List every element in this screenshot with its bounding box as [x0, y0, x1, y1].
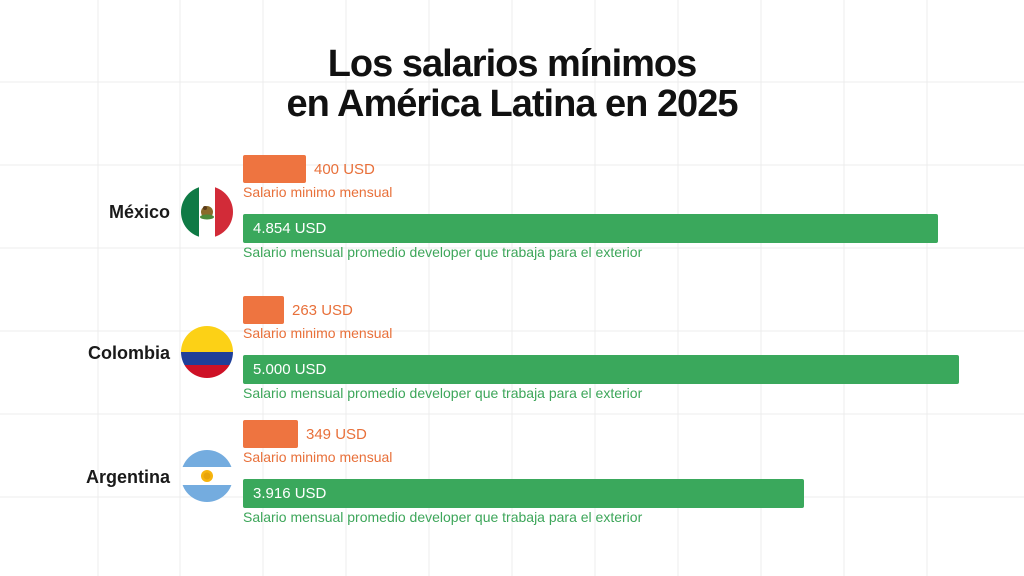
bar-developer-salary-argentina: [243, 479, 804, 508]
country-label-argentina: Argentina: [85, 467, 170, 487]
bar-minimum-wage-argentina: [243, 420, 298, 448]
value-label-developer-salary-mexico: 4.854 USD: [253, 220, 327, 237]
bar-developer-salary-colombia: [243, 355, 959, 384]
country-label-mexico: México: [108, 202, 170, 222]
country-label-colombia: Colombia: [87, 343, 170, 363]
series-label-minimum-wage-mexico: Salario minimo mensual: [243, 184, 393, 200]
bar-developer-salary-mexico: [243, 214, 938, 243]
series-label-developer-salary-colombia: Salario mensual promedio developer que t…: [243, 385, 643, 401]
chart-title-line-2: en América Latina en 2025: [286, 83, 739, 125]
value-label-minimum-wage-colombia: 263 USD: [292, 302, 353, 319]
bar-minimum-wage-colombia: [243, 296, 284, 324]
value-label-minimum-wage-argentina: 349 USD: [306, 426, 367, 443]
series-label-minimum-wage-colombia: Salario minimo mensual: [243, 325, 393, 341]
mexico-flag-icon: [181, 186, 233, 238]
bar-minimum-wage-mexico: [243, 155, 306, 183]
value-label-minimum-wage-mexico: 400 USD: [314, 161, 375, 178]
series-label-minimum-wage-argentina: Salario minimo mensual: [243, 449, 393, 465]
value-label-developer-salary-argentina: 3.916 USD: [253, 485, 327, 502]
series-label-developer-salary-mexico: Salario mensual promedio developer que t…: [243, 244, 643, 260]
argentina-flag-icon: [181, 450, 233, 502]
chart-title-line-1: Los salarios mínimos: [327, 43, 698, 85]
series-label-developer-salary-argentina: Salario mensual promedio developer que t…: [243, 509, 643, 525]
colombia-flag-icon: [181, 326, 233, 378]
value-label-developer-salary-colombia: 5.000 USD: [253, 361, 327, 378]
